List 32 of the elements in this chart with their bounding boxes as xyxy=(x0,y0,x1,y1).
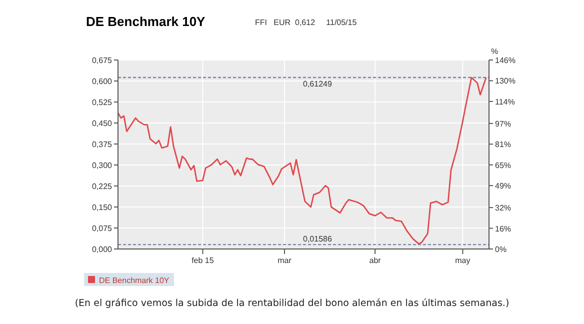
x-tick-label: feb 15 xyxy=(192,256,214,265)
y-tick-label: 0,450 xyxy=(92,119,113,128)
y-tick-label: 0,150 xyxy=(92,203,113,212)
y-tick-label: 0,225 xyxy=(92,182,113,191)
y2-tick-label: 114% xyxy=(495,97,515,106)
ref-line-label: 0,01586 xyxy=(303,234,332,244)
y2-tick-label: 81% xyxy=(495,140,512,150)
line-series xyxy=(117,76,487,245)
y-tick-label: 0,375 xyxy=(92,140,113,149)
y2-tick-label: 16% xyxy=(495,224,512,234)
y-tick-label: 0,600 xyxy=(92,77,113,86)
y2-tick-label: 97% xyxy=(495,119,512,128)
y-tick-label: 0,675 xyxy=(92,56,113,65)
y2-tick-label: 49% xyxy=(495,182,512,191)
x-tick-label: mar xyxy=(278,256,292,265)
chart-title: DE Benchmark 10Y xyxy=(86,14,206,29)
text: (En el gráfico vemos la subida de la rentabilidad del bono alemán en las últimas semanas.) xyxy=(74,298,510,309)
x-tick-label: abr xyxy=(369,256,382,265)
y-tick-label: 0,300 xyxy=(92,161,113,170)
x-tick-label: may xyxy=(455,256,470,265)
y2-tick-label: 65% xyxy=(495,160,512,170)
y2-tick-label: 0% xyxy=(495,245,507,254)
y2-tick-label: 32% xyxy=(495,204,512,213)
chart-subtitle: FFI EUR 0,612 11/05/15 xyxy=(255,18,358,27)
y2-tick-label: 130% xyxy=(495,76,516,86)
legend-label: DE Benchmark 10Y xyxy=(99,276,170,285)
ref-line-label: 0,61249 xyxy=(303,80,332,89)
y2-axis-title: % xyxy=(491,47,498,56)
y2-tick-label: 146% xyxy=(495,56,516,65)
y-tick-label: 0,000 xyxy=(92,245,113,254)
y-tick-label: 0,525 xyxy=(92,98,113,107)
y-tick-label: 0,075 xyxy=(92,224,113,233)
